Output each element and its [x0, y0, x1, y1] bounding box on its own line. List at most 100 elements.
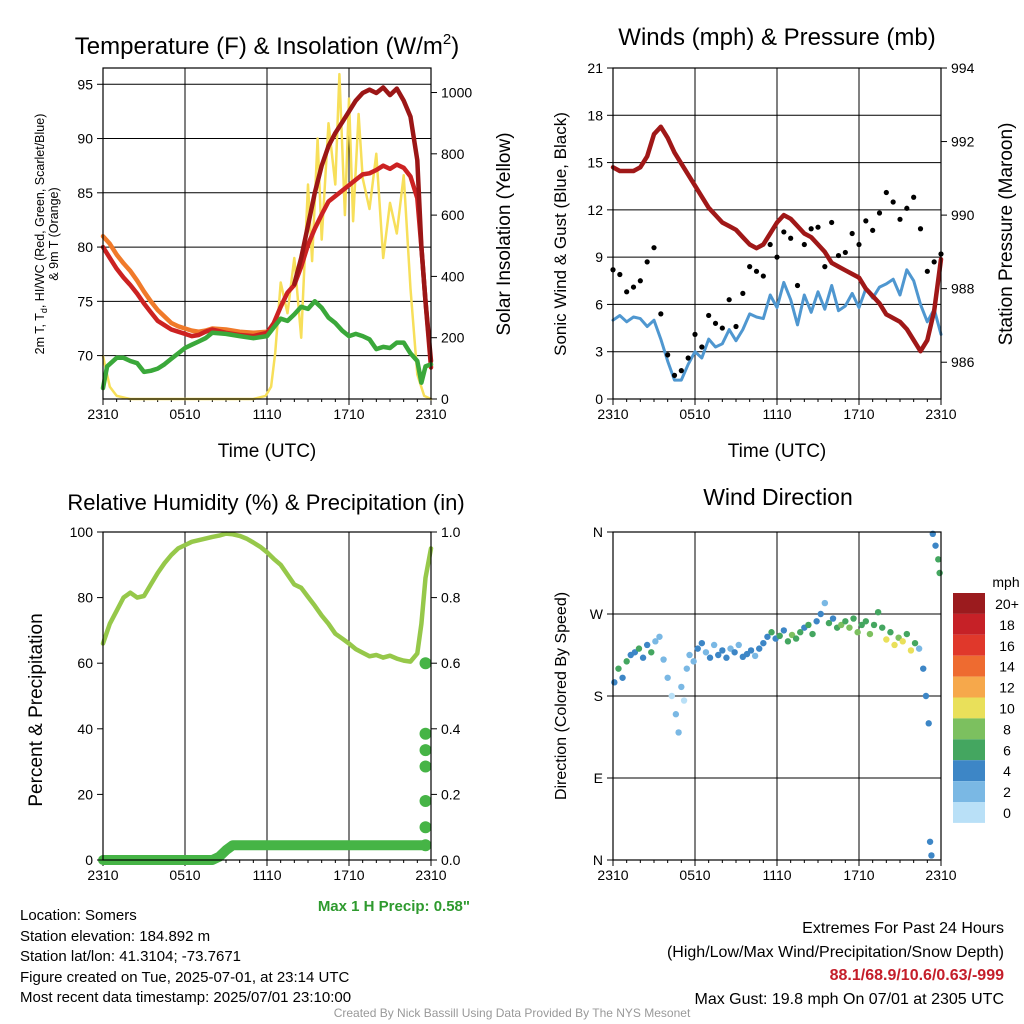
- direction-point: [680, 697, 688, 704]
- winds-gust-point: [781, 229, 787, 235]
- direction-xtick-label: 1110: [762, 867, 791, 883]
- humidity-series-rh: [100, 531, 434, 664]
- direction-point: [809, 630, 816, 638]
- winds-gust-point: [692, 331, 698, 337]
- temperature-xlabel: Time (UTC): [218, 441, 317, 462]
- direction-point: [615, 665, 622, 672]
- winds-title: Winds (mph) & Pressure (mb): [618, 24, 935, 51]
- winds-gust-point: [883, 189, 889, 196]
- direction-xtick-label: 2310: [597, 867, 628, 883]
- direction-point: [735, 641, 742, 649]
- temperature-xtick-label: 1710: [333, 406, 364, 422]
- direction-point: [922, 692, 930, 700]
- direction-point: [768, 629, 775, 636]
- direction-point: [842, 618, 849, 625]
- temperature-series-temp: [100, 162, 434, 370]
- temperature-series-heat_index: [292, 85, 434, 364]
- direction-point: [874, 608, 882, 616]
- winds-gust-point: [665, 352, 671, 358]
- direction-point: [656, 633, 663, 640]
- direction-point: [862, 618, 870, 625]
- direction-legend-label: 6: [1003, 742, 1011, 758]
- station-location: Location: Somers: [20, 907, 137, 924]
- direction-point: [817, 610, 824, 618]
- direction-legend-swatch: [953, 697, 985, 719]
- winds-gust-point: [651, 245, 657, 251]
- direction-legend-label: 14: [999, 659, 1015, 675]
- winds-gust-point: [870, 227, 876, 233]
- direction-point: [935, 556, 942, 563]
- winds-gust-point: [904, 205, 910, 211]
- direction-point: [723, 654, 730, 661]
- direction-point: [690, 658, 697, 665]
- direction-point: [764, 633, 771, 640]
- direction-point: [635, 645, 643, 652]
- temperature-title-end: ): [451, 33, 459, 60]
- humidity-ylabel: Percent & Precipitation: [26, 613, 47, 806]
- winds-ytick-label: 18: [587, 107, 603, 123]
- winds-xlabel: Time (UTC): [728, 441, 827, 462]
- direction-legend-label: 12: [999, 680, 1015, 696]
- direction-point: [829, 615, 837, 622]
- winds-y2tick-label: 988: [951, 281, 975, 297]
- direction-point: [751, 652, 759, 660]
- winds-gust-point: [917, 226, 924, 232]
- direction-point: [643, 641, 651, 649]
- station-elevation: Station elevation: 184.892 m: [20, 927, 211, 945]
- temperature-ytick-label: 75: [77, 293, 93, 309]
- direction-ytick-label: N: [593, 852, 603, 868]
- direction-ytick-label: W: [590, 606, 604, 622]
- station-latlon: Station lat/lon: 41.3104; -73.7671: [20, 948, 242, 965]
- direction-point: [784, 638, 792, 645]
- temperature-xtick-label: 2310: [87, 406, 118, 422]
- temperature-xtick-label: 0510: [169, 406, 200, 422]
- winds-gust-point: [712, 320, 719, 326]
- direction-point: [776, 632, 783, 640]
- direction-point: [903, 630, 911, 638]
- winds-gust-point: [849, 230, 855, 237]
- direction-point: [899, 638, 906, 645]
- direction-point: [907, 647, 915, 654]
- winds-gust-point: [774, 254, 780, 260]
- winds-gust-point: [753, 268, 760, 274]
- humidity-xtick-label: 2310: [415, 867, 446, 883]
- direction-xtick-label: 2310: [925, 867, 956, 883]
- winds-gust-point: [822, 264, 828, 270]
- humidity-y2tick-label: 0.8: [441, 590, 461, 606]
- winds-gust-point: [876, 210, 883, 216]
- humidity-ytick-label: 0: [85, 852, 93, 868]
- humidity-precip-point: [419, 744, 432, 757]
- winds-gust-point: [931, 259, 937, 265]
- direction-point: [911, 639, 919, 647]
- temperature-xtick-label: 1110: [252, 406, 281, 422]
- station-info: Location: Somers Station elevation: 184.…: [20, 906, 351, 1009]
- direction-ytick-label: N: [593, 524, 603, 540]
- direction-point: [936, 569, 943, 577]
- winds-gust-point: [617, 271, 623, 278]
- winds-y2label: Station Pressure (Maroon): [996, 123, 1017, 346]
- direction-point: [623, 658, 630, 665]
- temperature-y2tick-label: 400: [441, 268, 465, 284]
- direction-legend-label: 10: [999, 701, 1015, 717]
- winds-xtick-label: 1710: [843, 406, 874, 422]
- winds-gust-point: [685, 355, 691, 361]
- temperature-ylabel-sub: d: [39, 308, 49, 313]
- humidity-max-precip: Max 1 H Precip: 0.58": [318, 898, 470, 915]
- humidity-xtick-label: 0510: [169, 867, 200, 883]
- direction-legend-label: 0: [1003, 805, 1011, 821]
- temperature-series-dewpoint: [100, 299, 434, 391]
- direction-legend-swatch: [953, 634, 985, 656]
- humidity-y2tick-label: 1.0: [441, 524, 461, 540]
- winds-gust-point: [706, 312, 712, 319]
- temperature-title-sup: 2: [443, 31, 451, 48]
- temperature-frame: [102, 67, 432, 400]
- direction-point: [715, 651, 722, 659]
- temperature-y2tick-label: 1000: [441, 85, 472, 101]
- direction-point: [915, 645, 923, 652]
- direction-point: [611, 679, 618, 686]
- direction-point: [710, 641, 718, 649]
- extremes-block: Extremes For Past 24 Hours (High/Low/Max…: [667, 917, 1004, 1011]
- humidity-precip-point: [419, 794, 432, 807]
